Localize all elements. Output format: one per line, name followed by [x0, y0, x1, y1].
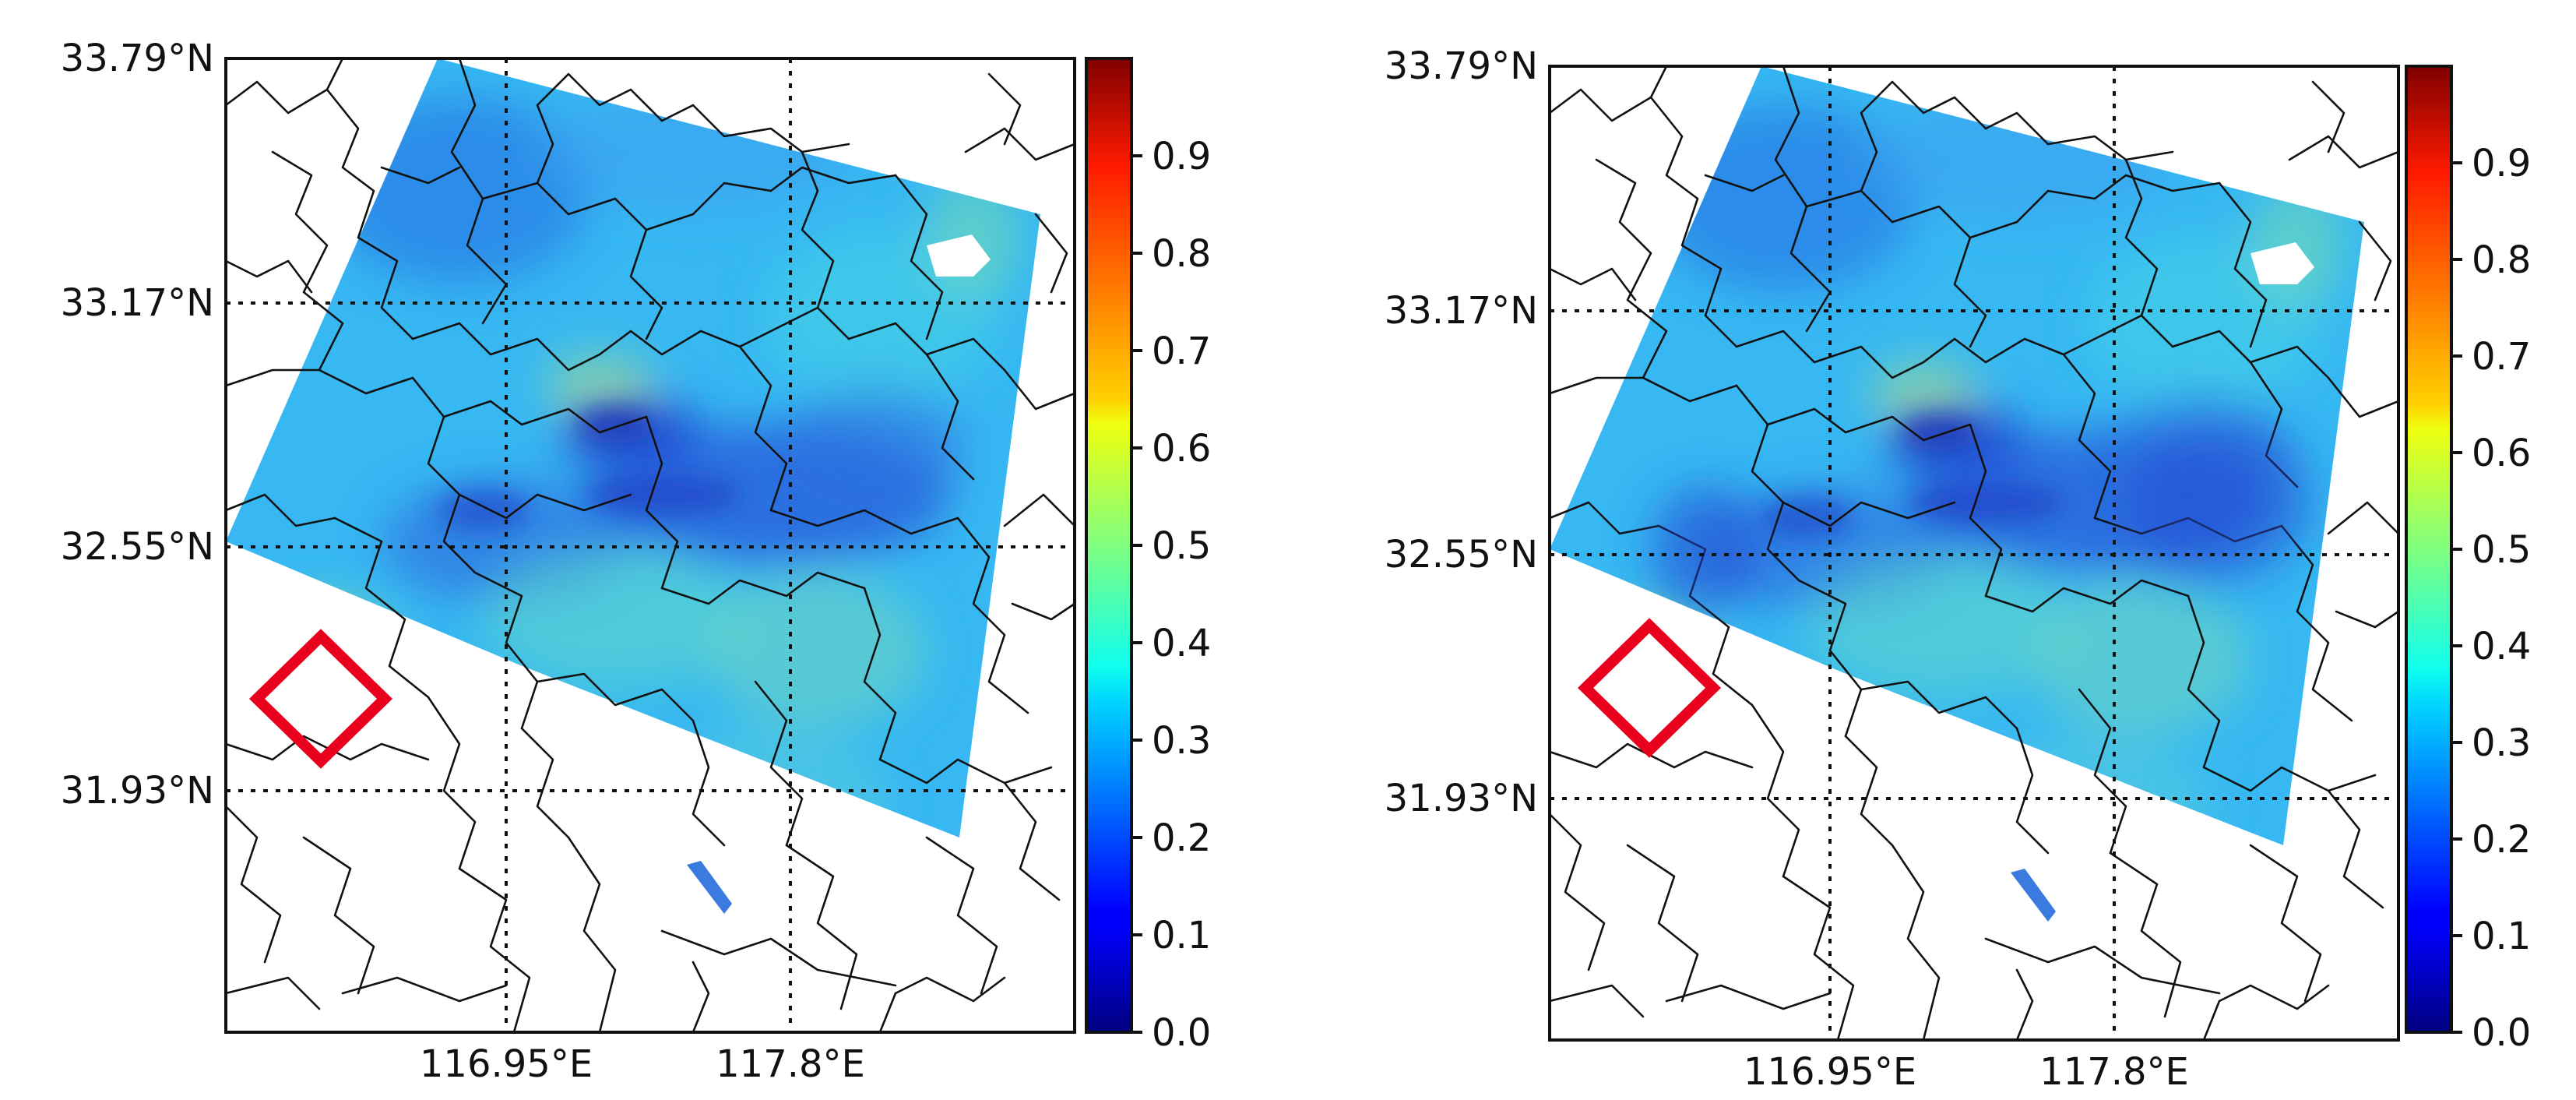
latitude-gridlines	[226, 301, 1075, 792]
map-panel-right	[1548, 65, 2400, 1042]
colorbar-tick-label: 0.2	[1152, 816, 1211, 860]
latitude-gridlines	[1550, 309, 2398, 800]
latitude-tick-labels-left: 33.79°N 33.17°N 32.55°N 31.93°N	[61, 37, 214, 813]
lat-tick-label: 33.79°N	[1385, 44, 1538, 88]
colorbar-tick-label: 0.8	[1152, 232, 1211, 276]
lat-tick-label: 33.17°N	[1385, 289, 1538, 333]
colorbar-tick-label: 0.9	[2472, 142, 2531, 185]
lat-tick-label: 31.93°N	[1385, 777, 1538, 820]
colorbar-tick-label: 0.6	[1152, 427, 1211, 471]
lat-tick-label: 32.55°N	[61, 525, 214, 569]
lat-tick-label: 31.93°N	[61, 769, 214, 813]
colorbar-tick-label: 0.7	[1152, 330, 1211, 373]
colorbar-tick-label: 0.9	[1152, 135, 1211, 178]
colorbar-tick-label: 0.0	[2472, 1011, 2531, 1055]
colorbar-tick-label: 0.3	[1152, 719, 1211, 763]
colorbar-gradient	[1085, 57, 1133, 1034]
longitude-gridlines	[1828, 66, 2116, 1040]
longitude-tick-labels-right: 116.95°E 117.8°E	[1744, 1050, 2189, 1094]
lat-tick-label: 32.55°N	[1385, 533, 1538, 576]
lon-tick-label: 117.8°E	[716, 1042, 865, 1086]
colorbar-left: 0.0 0.1 0.2 0.3 0.4 0.5 0.6 0.7 0.8 0.9	[1085, 57, 1211, 1055]
lat-tick-label: 33.17°N	[61, 281, 214, 325]
map-frame	[224, 57, 1076, 1034]
lon-tick-label: 117.8°E	[2039, 1050, 2189, 1094]
lon-tick-label: 116.95°E	[420, 1042, 593, 1086]
colorbar-right: 0.0 0.1 0.2 0.3 0.4 0.5 0.6 0.7 0.8 0.9	[2405, 65, 2531, 1055]
colorbar-tick-label: 0.5	[1152, 524, 1211, 568]
colorbar-tick-label: 0.6	[2472, 432, 2531, 475]
colorbar-tick-label: 0.3	[2472, 721, 2531, 765]
lon-tick-label: 116.95°E	[1744, 1050, 1916, 1094]
colorbar-tick-label: 0.7	[2472, 335, 2531, 379]
colorbar-tick-label: 0.4	[1152, 622, 1211, 665]
study-area-marker	[248, 629, 393, 769]
longitude-tick-labels-left: 116.95°E 117.8°E	[420, 1042, 865, 1086]
colorbar-tick-label: 0.5	[2472, 528, 2531, 572]
colorbar-tick-label: 0.8	[2472, 238, 2531, 282]
map-panel-left	[224, 57, 1076, 1034]
map-frame	[1548, 65, 2400, 1042]
colorbar-gradient	[2405, 65, 2453, 1034]
colorbar-tick-label: 0.1	[1152, 914, 1211, 957]
longitude-gridlines	[505, 58, 792, 1032]
colorbar-ticks: 0.0 0.1 0.2 0.3 0.4 0.5 0.6 0.7 0.8 0.9	[1131, 135, 1211, 1055]
latitude-tick-labels-right: 33.79°N 33.17°N 32.55°N 31.93°N	[1385, 44, 1538, 820]
colorbar-tick-label: 0.4	[2472, 625, 2531, 668]
colorbar-ticks: 0.0 0.1 0.2 0.3 0.4 0.5 0.6 0.7 0.8 0.9	[2451, 142, 2531, 1055]
colorbar-tick-label: 0.1	[2472, 915, 2531, 958]
colorbar-tick-label: 0.0	[1152, 1011, 1211, 1055]
study-area-marker	[1577, 618, 1722, 758]
colorbar-tick-label: 0.2	[2472, 818, 2531, 862]
lat-tick-label: 33.79°N	[61, 37, 214, 80]
